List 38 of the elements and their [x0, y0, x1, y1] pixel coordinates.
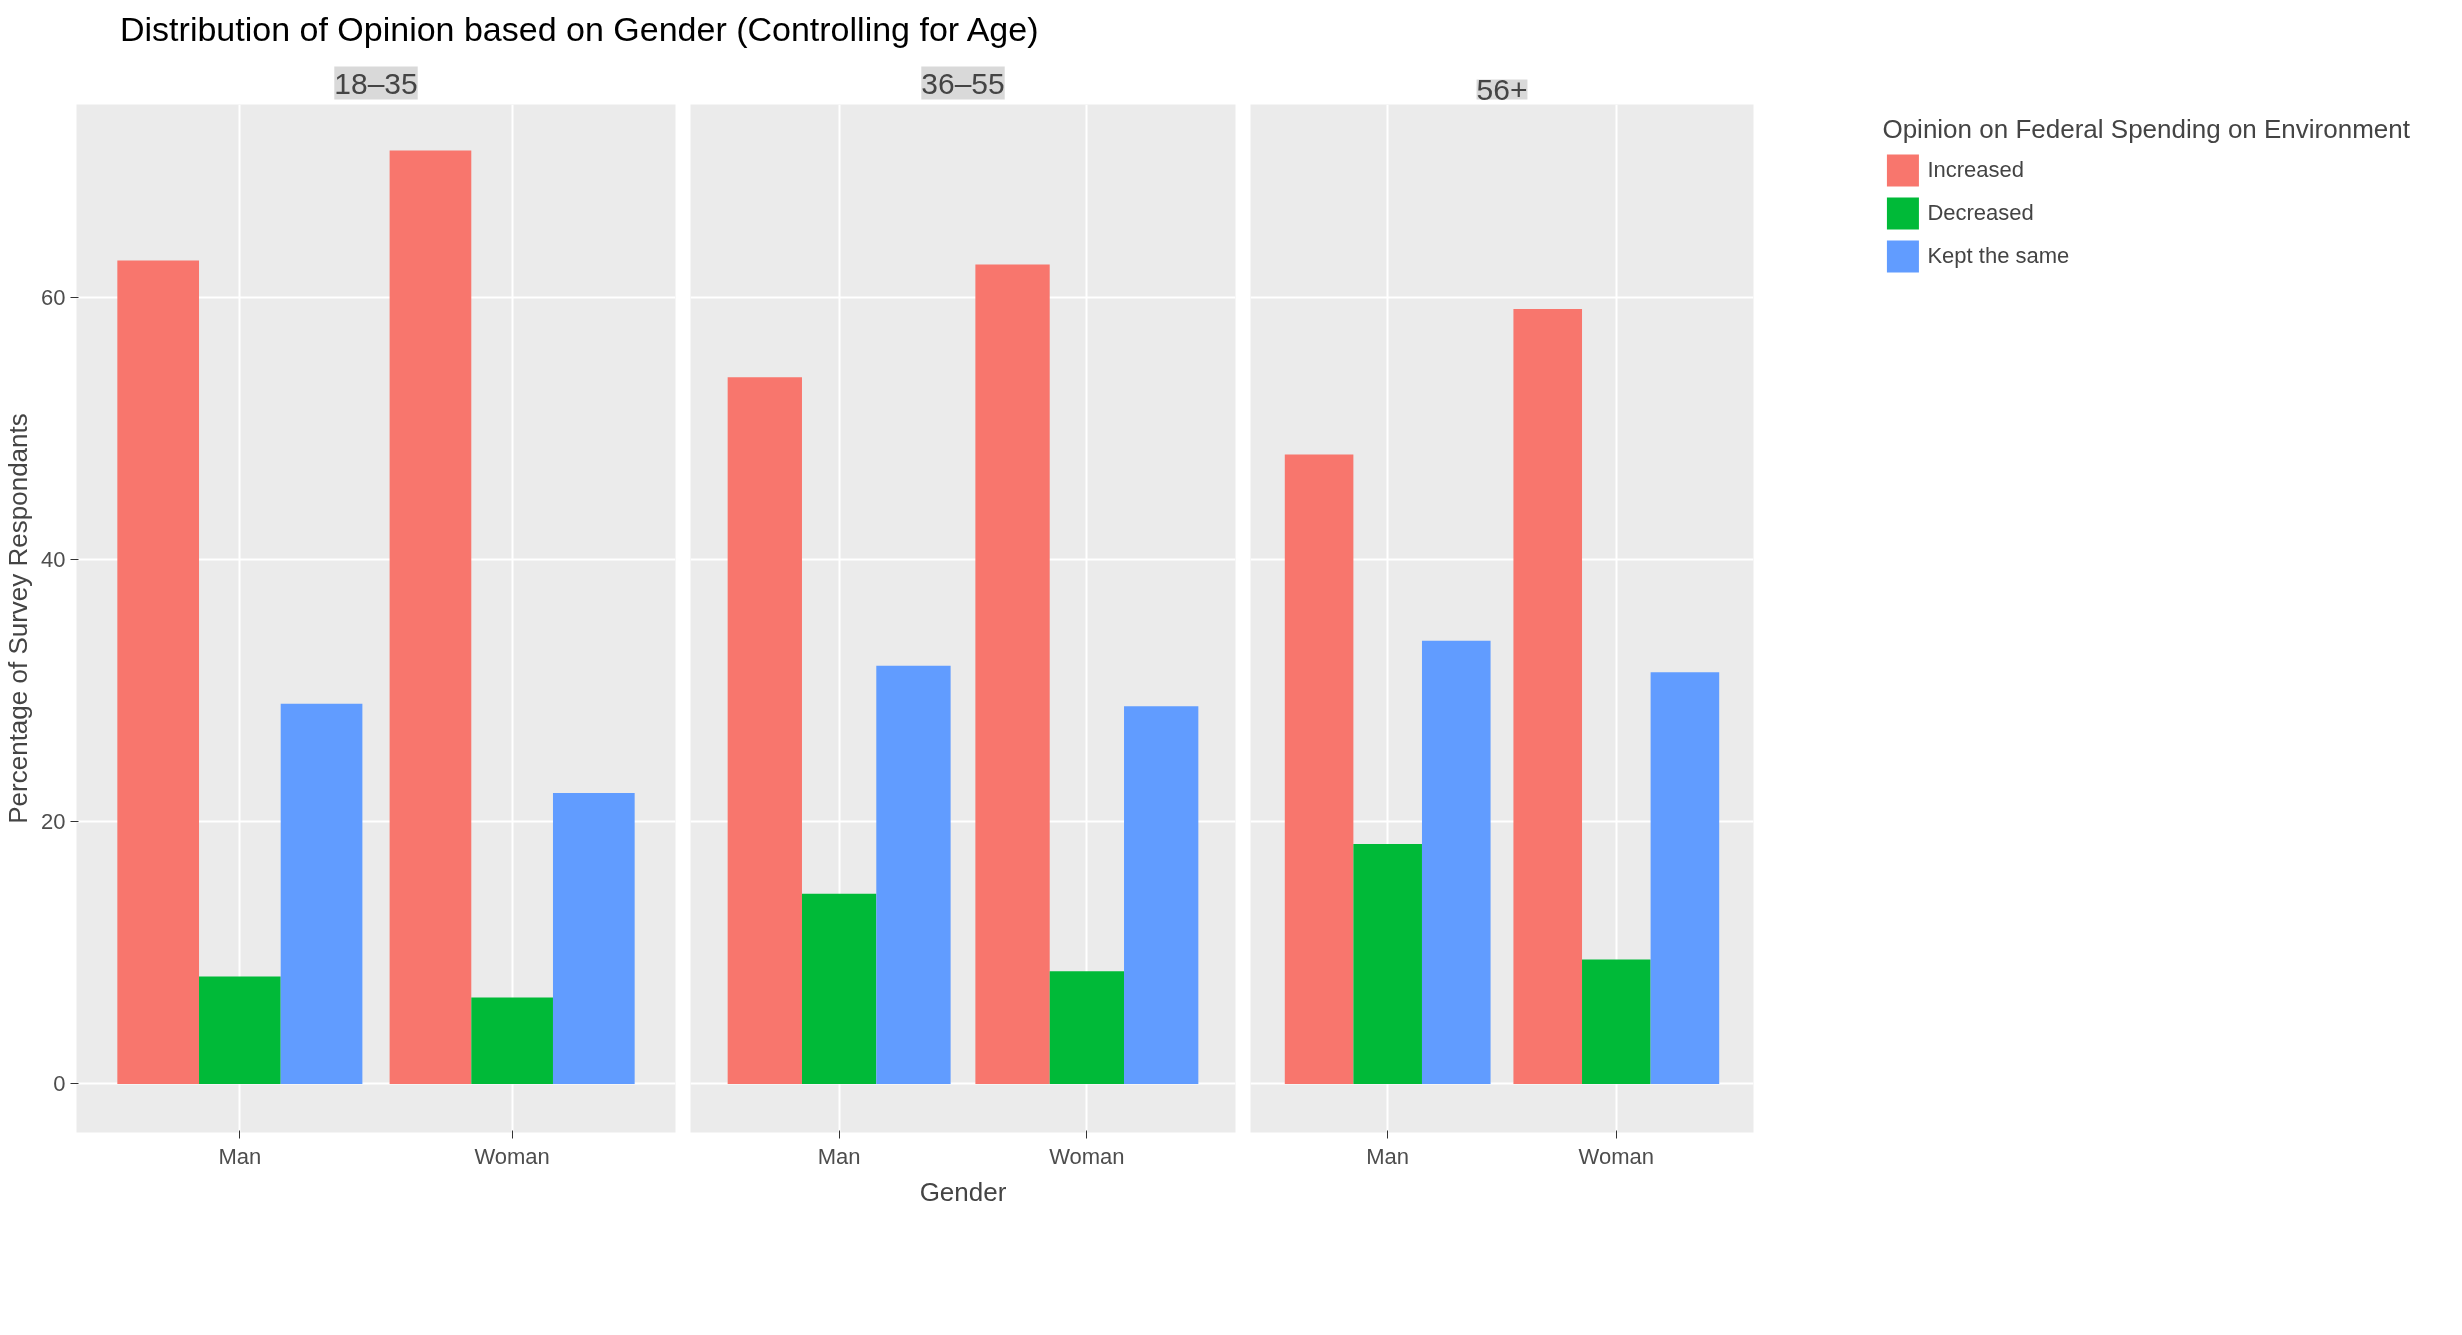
legend-label: Increased: [1927, 156, 2025, 183]
bar: [1124, 705, 1199, 1084]
bar: [1513, 308, 1583, 1084]
bar: [389, 149, 472, 1084]
bar: [727, 376, 802, 1084]
legend-label: Kept the same: [1927, 242, 2070, 269]
x-axis-title: Gender: [919, 1176, 1007, 1207]
bar: [975, 264, 1050, 1084]
bar: [199, 976, 281, 1084]
x-tick-label: Man: [817, 1143, 861, 1169]
x-tick-label: Woman: [1049, 1143, 1125, 1169]
bar: [1049, 970, 1125, 1084]
chart-title: 56+: [1476, 72, 1528, 106]
legend-title: Opinion on Federal Spending on Environment: [1882, 113, 2410, 145]
y-tick-label: 40: [41, 546, 66, 572]
chart-title: 36–55: [921, 66, 1005, 100]
y-tick-label: 60: [41, 284, 66, 310]
chart-subtitle: Distribution of Opinion based on Gender (Controlling for Age): [120, 9, 1039, 50]
bar: [1284, 454, 1354, 1084]
bar: [280, 703, 363, 1084]
y-tick-label: 20: [41, 808, 66, 834]
bar: [801, 893, 877, 1084]
x-tick-label: Woman: [1578, 1143, 1655, 1169]
y-tick-label: 0: [53, 1071, 66, 1097]
x-tick-label: Woman: [474, 1143, 550, 1169]
x-tick-label: Man: [218, 1143, 262, 1169]
bar: [1353, 843, 1422, 1084]
bar: [876, 665, 951, 1084]
legend-label: Decreased: [1927, 199, 2034, 226]
y-axis-title: Percentage of Survey Respondants: [3, 412, 34, 824]
bar: [552, 792, 635, 1084]
chart-title: 18–35: [334, 66, 418, 100]
bar: [1421, 640, 1491, 1084]
bar: [471, 997, 553, 1084]
x-tick-label: Man: [1366, 1143, 1410, 1169]
bar: [1650, 671, 1720, 1084]
bar: [117, 260, 200, 1084]
bar: [1582, 958, 1651, 1084]
